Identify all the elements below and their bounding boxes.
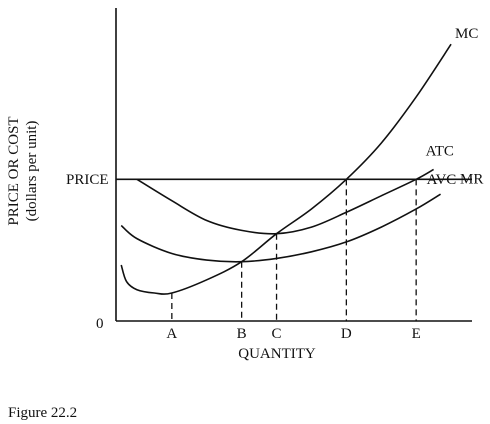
x-tick-label-d: D: [341, 326, 352, 342]
y-axis-label-line2: (dollars per unit): [24, 121, 40, 222]
x-axis-label: QUANTITY: [238, 346, 316, 362]
figure-caption: Figure 22.2: [8, 405, 77, 421]
origin-label: 0: [96, 316, 104, 332]
series-label-atc: ATC: [426, 143, 454, 159]
y-axis-label-line1: PRICE OR COST: [6, 116, 22, 225]
price-label: PRICE: [66, 172, 109, 188]
x-tick-label-a: A: [166, 326, 177, 342]
curve-atc: [136, 168, 435, 235]
curve-avc: [120, 193, 442, 263]
x-tick-label-e: E: [412, 326, 421, 342]
x-tick-label-b: B: [237, 326, 247, 342]
series-label-avc: AVC: [427, 172, 457, 188]
series-label-mr: MR: [460, 171, 483, 187]
x-tick-label-c: C: [272, 326, 282, 342]
series-label-mc: MC: [455, 26, 478, 42]
